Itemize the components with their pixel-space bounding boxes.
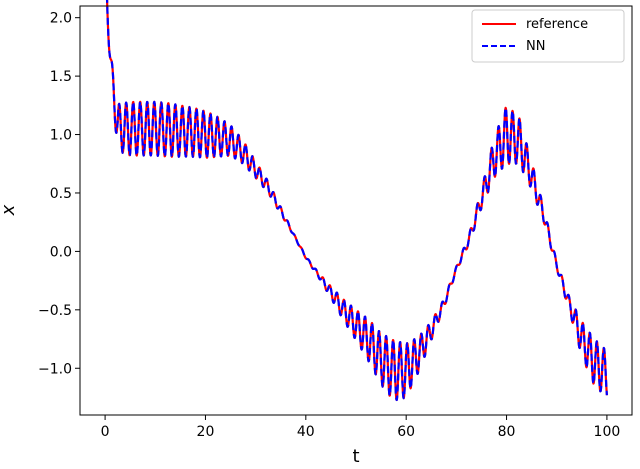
y-tick-label: 0.5 [50,186,72,202]
y-tick-label: −1.0 [38,361,72,377]
x-tick-label: 100 [594,424,621,440]
x-tick-label: 80 [498,424,516,440]
x-tick-label: 40 [297,424,315,440]
plot-area [79,0,633,416]
legend-label-reference: reference [526,17,588,32]
series-layer [105,0,609,402]
axes-frame [79,5,633,416]
y-tick-label: −0.5 [38,303,72,319]
x-tick-label: 20 [197,424,215,440]
y-tick-label: 2.0 [50,11,72,27]
x-axis-label: t [352,446,359,467]
y-tick-label: 1.0 [50,128,72,144]
y-tick-label: 1.5 [50,69,72,85]
x-axis-ticks: 0 20 40 60 80 100 [101,415,621,440]
plot-background [80,6,632,415]
x-tick-label: 0 [101,424,110,440]
legend-label-nn: NN [526,39,545,54]
y-axis-label: x [0,204,19,216]
y-tick-label: 0.0 [50,244,72,260]
series-line-nn [105,0,609,402]
y-axis-ticks: −1.0 −0.5 0.0 0.5 1.0 1.5 2.0 [38,11,80,377]
legend: reference NN [471,9,625,63]
x-tick-label: 60 [397,424,415,440]
